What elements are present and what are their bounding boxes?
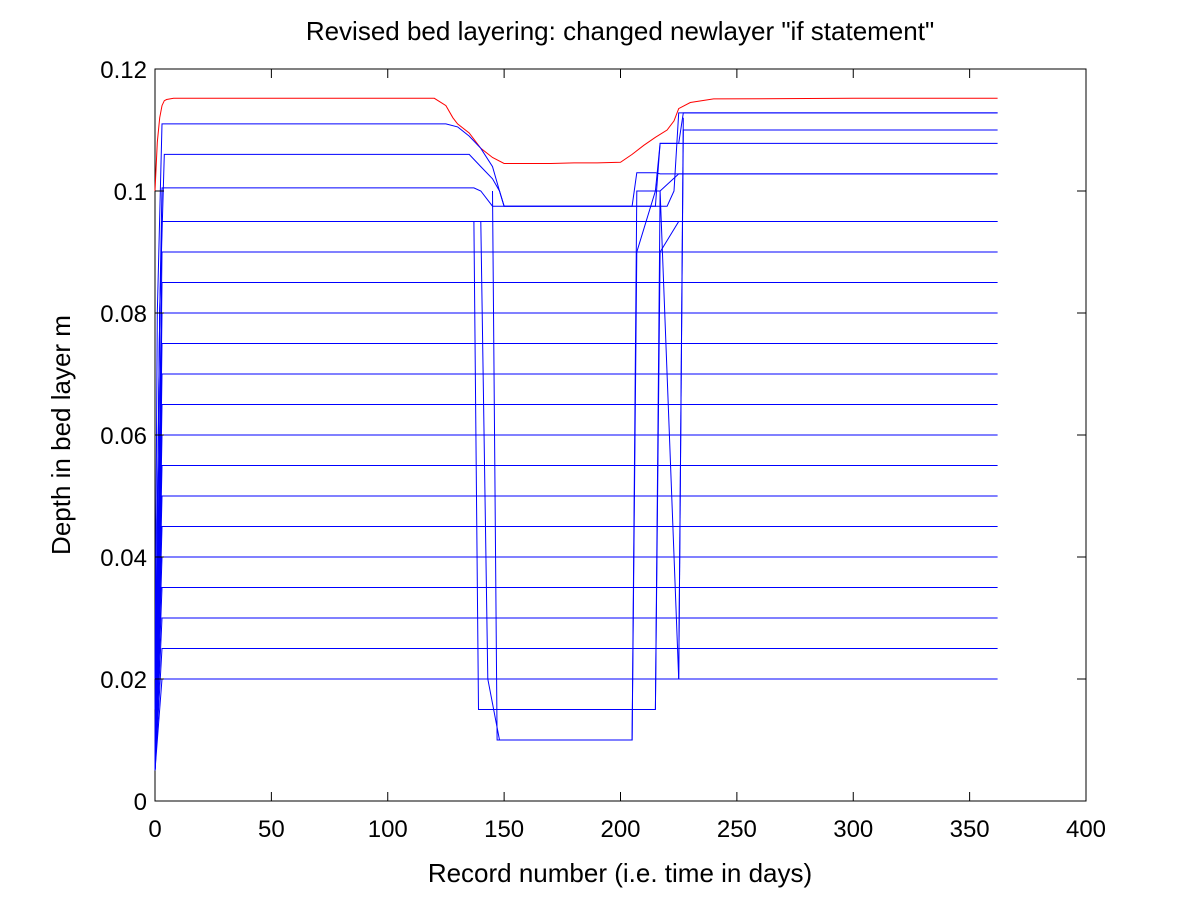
series-line-4: [154, 221, 998, 753]
series-line-0: [154, 97, 998, 192]
series-line-15: [154, 556, 998, 771]
series-line-21: [480, 173, 998, 741]
x-tick-label-4: 200: [600, 816, 640, 843]
x-axis-label: Record number (i.e. time in days): [428, 858, 812, 888]
y-tick-label-4: 0.08: [100, 301, 147, 328]
y-tick-label-6: 0.12: [100, 57, 147, 84]
y-tick-label-3: 0.06: [100, 423, 147, 450]
x-tick-label-8: 400: [1066, 816, 1106, 843]
y-tick-label-2: 0.04: [100, 545, 147, 572]
x-tick-label-7: 350: [950, 816, 990, 843]
x-tick-label-5: 250: [717, 816, 757, 843]
series-line-2: [154, 142, 998, 710]
x-tick-label-3: 150: [484, 816, 524, 843]
series-line-17: [154, 617, 998, 771]
plot-area: 0 50 100 150 200 250 300 350 400 0 0.02 0.04 0.06 0.0…: [100, 57, 1106, 843]
chart-title: Revised bed layering: changed newlayer "…: [306, 16, 934, 46]
x-tick-label-1: 50: [258, 816, 285, 843]
y-tick-label-1: 0.02: [100, 667, 147, 694]
x-tick-label-6: 300: [833, 816, 873, 843]
tick-layer: 0 50 100 150 200 250 300 350 400 0 0.02 0.04 0.06 0.0…: [100, 57, 1106, 843]
y-axis-label: Depth in bed layer m: [46, 315, 76, 555]
series-line-19: [154, 678, 998, 771]
y-tick-label-0: 0: [134, 789, 147, 816]
series-line-18: [154, 648, 998, 771]
x-tick-label-0: 0: [148, 816, 161, 843]
y-tick-label-5: 0.1: [114, 179, 147, 206]
x-tick-label-2: 100: [368, 816, 408, 843]
series-line-22: [492, 112, 998, 741]
series-line-24: [678, 117, 684, 680]
